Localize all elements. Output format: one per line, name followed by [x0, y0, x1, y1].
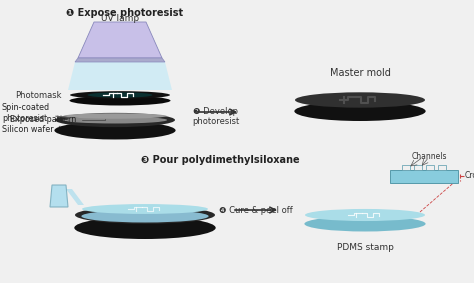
Ellipse shape: [82, 210, 209, 222]
Ellipse shape: [74, 216, 216, 239]
Polygon shape: [50, 185, 68, 207]
Text: ❸ Pour polydimethylsiloxane: ❸ Pour polydimethylsiloxane: [141, 155, 299, 165]
Ellipse shape: [70, 91, 170, 99]
FancyBboxPatch shape: [438, 165, 446, 170]
Ellipse shape: [88, 92, 153, 98]
Text: Master mold: Master mold: [329, 68, 391, 78]
Text: Cross-section: Cross-section: [465, 171, 474, 181]
Text: Photomask: Photomask: [16, 91, 62, 100]
Text: Silicon wafer: Silicon wafer: [2, 125, 60, 134]
Ellipse shape: [295, 92, 425, 108]
Ellipse shape: [63, 117, 167, 123]
Ellipse shape: [55, 113, 175, 127]
Polygon shape: [68, 62, 172, 90]
Text: Exposed pattern: Exposed pattern: [10, 115, 105, 124]
Ellipse shape: [55, 121, 175, 140]
Polygon shape: [75, 58, 165, 62]
Polygon shape: [78, 22, 162, 58]
Text: Spin-coated
photoresist: Spin-coated photoresist: [2, 103, 70, 123]
Ellipse shape: [75, 206, 215, 224]
Ellipse shape: [64, 113, 166, 119]
Ellipse shape: [70, 96, 171, 106]
Text: Channels: Channels: [411, 152, 447, 161]
FancyBboxPatch shape: [390, 170, 458, 183]
FancyBboxPatch shape: [402, 165, 410, 170]
FancyBboxPatch shape: [414, 165, 422, 170]
Text: UV lamp: UV lamp: [101, 14, 139, 23]
Ellipse shape: [82, 204, 208, 214]
FancyBboxPatch shape: [426, 165, 434, 170]
Text: ❷ Develop
photoresist: ❷ Develop photoresist: [192, 107, 240, 127]
Text: ❶ Expose photoresist: ❶ Expose photoresist: [66, 8, 183, 18]
Text: ❹ Cure & peel off: ❹ Cure & peel off: [219, 206, 293, 215]
Polygon shape: [66, 189, 84, 205]
Ellipse shape: [304, 216, 426, 231]
Text: PDMS stamp: PDMS stamp: [337, 243, 393, 252]
Ellipse shape: [294, 101, 426, 121]
Ellipse shape: [305, 209, 425, 221]
